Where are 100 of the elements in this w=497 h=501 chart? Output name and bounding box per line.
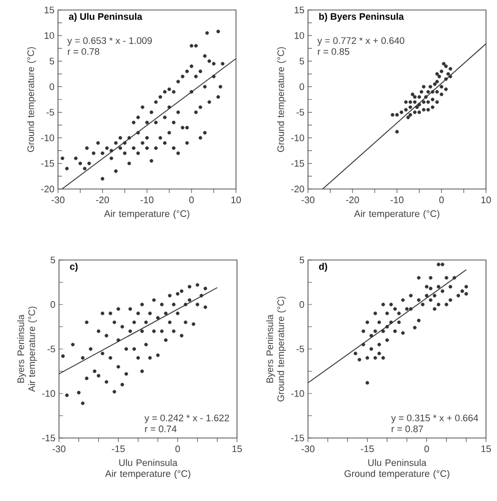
point [428, 84, 432, 89]
y-tick-label: -5 [296, 108, 304, 116]
point [435, 90, 439, 94]
point [410, 92, 414, 96]
point [390, 113, 394, 117]
point [442, 62, 446, 66]
x-tick-label: 10 [481, 196, 491, 204]
y-tick-label: 0 [50, 301, 56, 308]
point [460, 289, 464, 293]
point [416, 276, 421, 280]
x-tick-label: -15 [112, 446, 125, 452]
point [430, 105, 434, 109]
y-tick-label: 15 [294, 6, 304, 14]
y-tick-label: -10 [291, 390, 304, 397]
x-tick-label: -30 [52, 196, 64, 204]
y-tick-label: -10 [41, 134, 54, 142]
annotation: y = 0.242 * x - 1.622 [144, 414, 229, 424]
point [413, 100, 417, 104]
point [436, 302, 440, 306]
point [354, 352, 358, 356]
x-tick-label: -30 [302, 446, 314, 452]
y-tick-label: -10 [291, 134, 304, 142]
point [409, 307, 413, 311]
point [373, 329, 378, 333]
point [456, 294, 460, 298]
x-tick-label: -20 [96, 196, 109, 204]
point [440, 289, 444, 293]
point [389, 302, 393, 306]
y-tick-label: -15 [291, 160, 304, 167]
point [436, 262, 440, 266]
annotation: y = 0.772 * x + 0.640 [317, 37, 404, 46]
point [440, 92, 444, 96]
point [444, 276, 448, 280]
point [358, 358, 362, 362]
x-tick-label: 10 [231, 196, 241, 204]
point [424, 294, 428, 298]
point [436, 284, 440, 288]
y-tick-label: 10 [44, 32, 54, 39]
x-tick-label: -20 [346, 196, 359, 204]
point [377, 320, 382, 324]
point [381, 329, 385, 333]
point [393, 307, 397, 311]
y-tick-label: 10 [294, 32, 304, 39]
point [422, 108, 426, 112]
y-tick-label: 5 [300, 256, 304, 264]
point [428, 286, 432, 290]
point [428, 276, 432, 280]
point [437, 74, 442, 78]
x-axis-title: Air temperature (°C) [104, 210, 190, 219]
point [420, 302, 425, 306]
annotation: y = 0.653 * x - 1.009 [67, 37, 152, 46]
point [448, 74, 452, 78]
point [440, 84, 444, 89]
point [413, 326, 417, 330]
annotation: r = 0.74 [145, 426, 177, 432]
point [401, 298, 405, 302]
y-tick-label: 0 [300, 83, 304, 90]
point [366, 356, 370, 360]
point [377, 352, 382, 356]
y-tick-label: -20 [41, 186, 54, 192]
point [393, 329, 397, 333]
y-tick-label: 5 [300, 58, 304, 64]
point [417, 102, 422, 106]
x-tick-label: 0 [189, 196, 194, 204]
point [385, 338, 389, 342]
point [444, 64, 448, 68]
point [362, 342, 366, 346]
y-tick-label: -5 [47, 346, 56, 352]
annotation: r = 0.85 [318, 48, 350, 55]
point [395, 130, 399, 134]
point [417, 110, 422, 114]
point [432, 307, 436, 311]
point [464, 284, 468, 288]
point [409, 294, 413, 298]
point [435, 100, 439, 104]
point [413, 110, 417, 114]
chart-title: c) [70, 262, 78, 272]
chart-title: d) [319, 262, 328, 272]
point [369, 334, 374, 338]
y-axis-title: Ground temperature (°C) [27, 47, 36, 152]
point [435, 72, 439, 76]
x-tick-label: 0 [424, 446, 429, 452]
point [385, 324, 389, 329]
x-tick-label: -10 [390, 196, 404, 204]
point [406, 116, 410, 120]
x-axis-title: Ulu Peninsula Air temperature (°C) [105, 459, 190, 479]
point [448, 298, 452, 302]
point [416, 318, 421, 322]
point [464, 292, 468, 296]
point [381, 356, 385, 360]
point [395, 113, 399, 117]
x-tick-label: -30 [302, 196, 314, 204]
annotation: r = 0.78 [68, 48, 100, 55]
point [422, 100, 426, 104]
point [381, 302, 385, 306]
point [417, 95, 422, 99]
point [426, 90, 430, 94]
point [401, 331, 405, 335]
point [415, 105, 419, 109]
point [408, 113, 412, 117]
